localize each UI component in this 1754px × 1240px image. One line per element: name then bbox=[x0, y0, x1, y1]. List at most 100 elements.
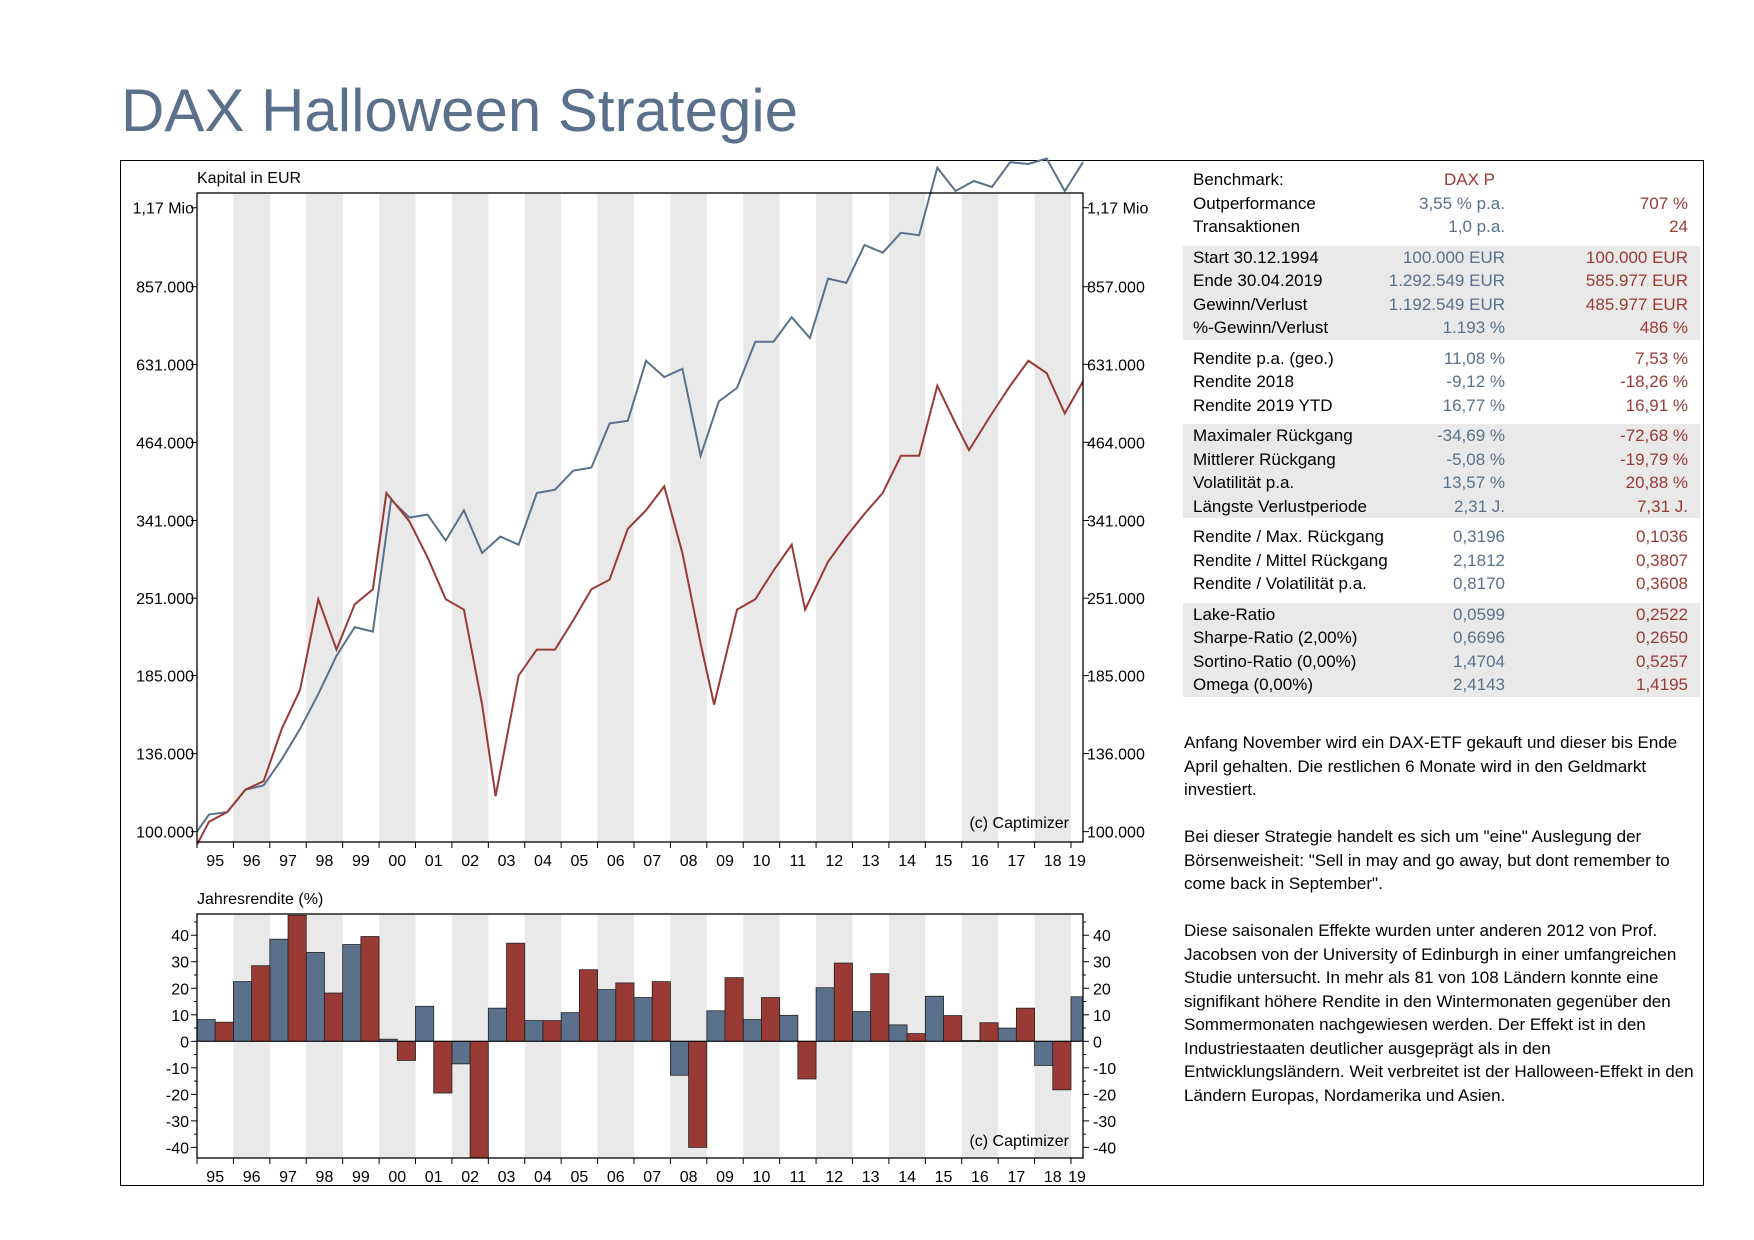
y-tick-label-right: 464.000 bbox=[1087, 435, 1145, 452]
benchmark-return-bar bbox=[724, 977, 744, 1042]
stat-strategy-value: 1,0 p.a. bbox=[1448, 217, 1505, 236]
stat-row: Start 30.12.1994 100.000 EUR 100.000 EUR bbox=[1183, 246, 1700, 270]
stat-row: Sharpe-Ratio (2,00%) 0,6696 0,2650 bbox=[1183, 626, 1700, 650]
x-tick-label: 05 bbox=[570, 853, 588, 870]
stat-row: Rendite 2018 -9,12 % -18,26 % bbox=[1183, 370, 1700, 394]
stat-row: %-Gewinn/Verlust 1.193 % 486 % bbox=[1183, 316, 1700, 340]
y-tick-label-left: -10 bbox=[166, 1061, 189, 1078]
x-tick-label: 10 bbox=[753, 1169, 771, 1186]
stat-benchmark-value: 7,53 % bbox=[1635, 348, 1688, 368]
x-tick-label: 07 bbox=[643, 853, 661, 870]
stat-strategy-value: 1,4704 bbox=[1453, 651, 1505, 671]
benchmark-return-bar bbox=[943, 1015, 963, 1042]
benchmark-return-bar bbox=[651, 981, 671, 1042]
stat-label: Gewinn/Verlust bbox=[1193, 294, 1308, 314]
x-tick-label: 11 bbox=[790, 853, 807, 870]
stat-label: Mittlerer Rückgang bbox=[1193, 449, 1336, 469]
x-tick-label: 03 bbox=[498, 1169, 516, 1186]
stat-strategy-value: 2,31 J. bbox=[1453, 496, 1505, 516]
year-shade-band bbox=[306, 193, 343, 842]
x-tick-label: 19 bbox=[1068, 853, 1086, 870]
stat-strategy-value: 0,3196 bbox=[1453, 527, 1505, 546]
stats-section: Rendite / Max. Rückgang 0,3196 0,1036 Rendi… bbox=[1183, 525, 1700, 596]
stat-benchmark-value: 485.977 EUR bbox=[1585, 294, 1688, 314]
x-tick-label: 02 bbox=[461, 853, 479, 870]
stat-row: Rendite / Volatilität p.a. 0,8170 0,3608 bbox=[1183, 572, 1700, 596]
strategy-return-bar bbox=[1070, 996, 1084, 1042]
y-tick-label-right: 251.000 bbox=[1087, 591, 1145, 608]
benchmark-return-bar bbox=[506, 942, 526, 1042]
benchmark-capital-line bbox=[196, 359, 1084, 846]
x-tick-label: 04 bbox=[534, 1169, 552, 1186]
benchmark-return-bar bbox=[360, 936, 380, 1042]
stat-row: Benchmark: DAX P bbox=[1183, 168, 1700, 192]
x-tick-label: 00 bbox=[388, 853, 406, 870]
x-tick-label: 95 bbox=[206, 1169, 224, 1186]
stat-label: Volatilität p.a. bbox=[1193, 473, 1295, 492]
strategy-capital-line bbox=[196, 157, 1084, 833]
benchmark-return-bar bbox=[396, 1040, 416, 1061]
strategy-return-bar bbox=[742, 1019, 762, 1042]
y-tick-label-right: -40 bbox=[1093, 1140, 1116, 1157]
stat-benchmark-value: 100.000 EUR bbox=[1585, 247, 1688, 267]
y-tick-label-left: 10 bbox=[171, 1008, 189, 1025]
return-axis-title: Jahresrendite (%) bbox=[197, 891, 323, 908]
benchmark-return-bar bbox=[979, 1022, 999, 1042]
x-tick-label: 96 bbox=[243, 853, 261, 870]
stat-label: Rendite p.a. (geo.) bbox=[1193, 348, 1334, 368]
section-gap bbox=[1183, 518, 1700, 525]
stat-strategy-value: 0,6696 bbox=[1453, 628, 1505, 647]
stats-header: Benchmark: DAX P Outperformance 3,55 % p.a.… bbox=[1183, 168, 1700, 239]
x-tick-label: 09 bbox=[716, 853, 734, 870]
y-tick-label-right: 20 bbox=[1093, 981, 1111, 998]
x-tick-label: 14 bbox=[898, 1169, 916, 1186]
report-frame bbox=[120, 160, 1704, 1186]
stat-benchmark-value: 0,3608 bbox=[1636, 574, 1688, 593]
benchmark-return-bar bbox=[433, 1040, 453, 1094]
x-tick-label: 18 bbox=[1044, 1169, 1062, 1186]
x-tick-label: 08 bbox=[680, 1169, 698, 1186]
stat-benchmark-value: 7,31 J. bbox=[1636, 496, 1688, 516]
benchmark-return-bar bbox=[324, 992, 344, 1042]
stat-benchmark-value: 585.977 EUR bbox=[1585, 271, 1688, 290]
benchmark-return-bar bbox=[287, 914, 307, 1042]
x-tick-label: 99 bbox=[352, 853, 370, 870]
x-tick-label: 08 bbox=[680, 853, 698, 870]
stat-benchmark-value: 0,3807 bbox=[1636, 550, 1688, 570]
stat-label: Start 30.12.1994 bbox=[1193, 247, 1319, 267]
year-shade-band bbox=[816, 193, 853, 842]
y-tick-label-left: -40 bbox=[166, 1140, 189, 1157]
stat-label: Rendite / Volatilität p.a. bbox=[1193, 574, 1367, 593]
y-tick-label-right: 30 bbox=[1093, 955, 1111, 972]
strategy-return-bar bbox=[779, 1014, 799, 1042]
x-tick-label: 12 bbox=[825, 1169, 843, 1186]
stat-label: %-Gewinn/Verlust bbox=[1193, 318, 1329, 337]
stat-benchmark-value: 486 % bbox=[1639, 318, 1688, 337]
benchmark-return-bar bbox=[1015, 1007, 1035, 1042]
benchmark-return-bar bbox=[542, 1020, 562, 1042]
stat-label: Outperformance bbox=[1193, 193, 1316, 213]
strategy-return-bar bbox=[815, 987, 835, 1042]
stats-section: Lake-Ratio 0,0599 0,2522 Sharpe-Ratio (2,00… bbox=[1183, 602, 1700, 697]
strategy-return-bar bbox=[269, 938, 289, 1042]
stat-strategy-value: 0,8170 bbox=[1453, 574, 1505, 593]
x-tick-label: 99 bbox=[352, 1169, 370, 1186]
stat-row: Lake-Ratio 0,0599 0,2522 bbox=[1183, 603, 1700, 627]
section-gap bbox=[1183, 239, 1700, 246]
stat-benchmark-value: 20,88 % bbox=[1625, 473, 1688, 492]
capital-axis-title: Kapital in EUR bbox=[197, 170, 301, 187]
stat-row: Rendite 2019 YTD 16,77 % 16,91 % bbox=[1183, 394, 1700, 418]
section-gap bbox=[1183, 596, 1700, 603]
stats-section: Rendite p.a. (geo.) 11,08 % 7,53 % Rendite … bbox=[1183, 347, 1700, 418]
y-tick-label-right: 40 bbox=[1093, 928, 1111, 945]
benchmark-return-bar bbox=[469, 1040, 489, 1159]
stats-section: Maximaler Rückgang -34,69 % -72,68 % Mittle… bbox=[1183, 424, 1700, 518]
stat-strategy-value: 0,0599 bbox=[1453, 604, 1505, 624]
benchmark-return-bar bbox=[761, 997, 781, 1042]
y-tick-label-left: 1,17 Mio bbox=[133, 201, 194, 218]
stats-section: Start 30.12.1994 100.000 EUR 100.000 EUR En… bbox=[1183, 245, 1700, 340]
x-tick-label: 00 bbox=[388, 1169, 406, 1186]
strategy-return-bar bbox=[415, 1005, 435, 1042]
stat-label: Maximaler Rückgang bbox=[1193, 426, 1353, 445]
